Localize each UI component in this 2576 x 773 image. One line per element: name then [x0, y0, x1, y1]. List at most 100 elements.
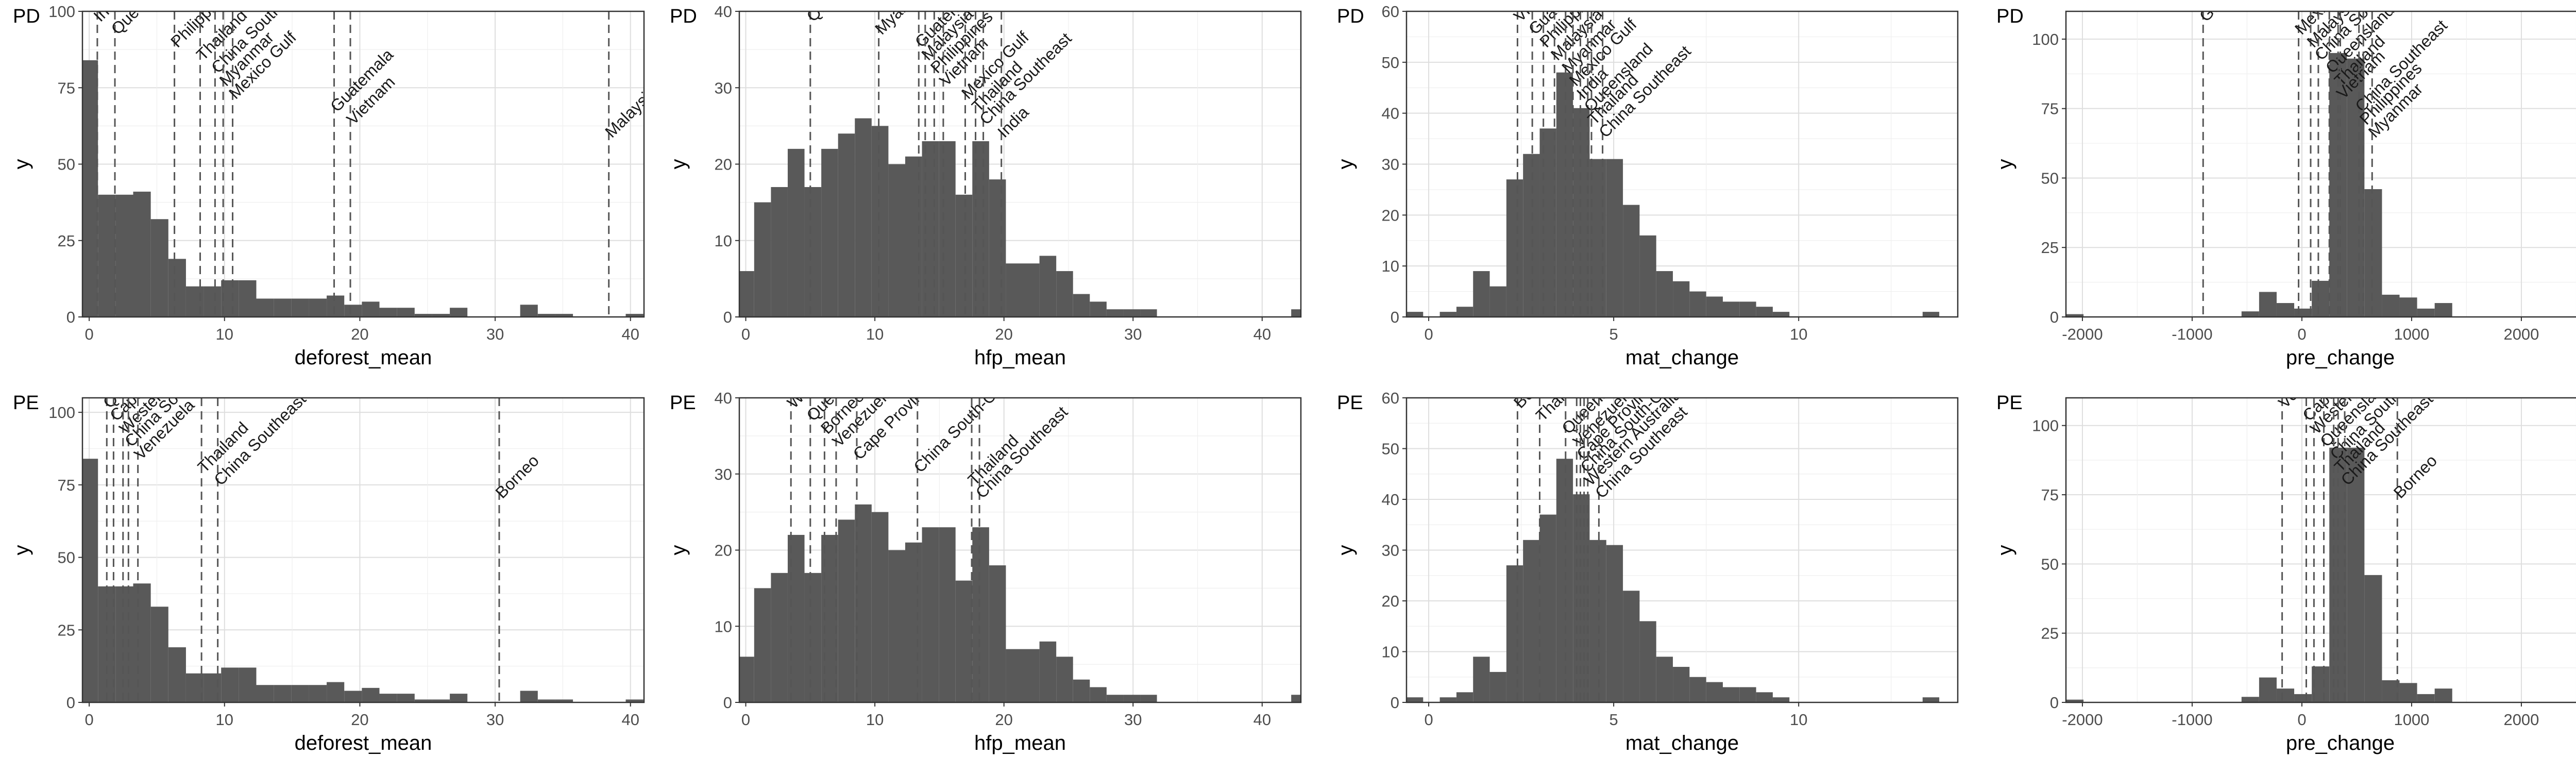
histogram-bar [787, 148, 805, 317]
y-tick-label: 40 [715, 389, 732, 407]
histogram-bar [1106, 695, 1124, 702]
histogram-bar [1606, 545, 1623, 702]
y-tick-label: 30 [1382, 156, 1399, 174]
x-axis-title: pre_change [2286, 732, 2395, 754]
histogram-bar [221, 667, 239, 702]
histogram-bar [855, 504, 872, 702]
x-axis-title: deforest_mean [295, 346, 432, 369]
histogram-bar [2241, 311, 2259, 317]
bars [82, 60, 643, 317]
histogram-bar [1772, 312, 1790, 317]
panel-pd_pre: GuatemalaMexico GulfMalaysiaChina South-… [1994, 6, 2576, 369]
histogram-bar [972, 527, 989, 702]
x-tick-label: 0 [1424, 711, 1433, 729]
histogram-bar [2347, 447, 2365, 702]
histogram-bar [989, 565, 1006, 702]
panel-row-label: PE [13, 392, 39, 414]
x-tick-label: 40 [621, 325, 639, 343]
x-tick-label: 20 [995, 711, 1012, 729]
histogram-bar [939, 527, 956, 702]
histogram-bar [2259, 292, 2277, 317]
histogram-bar [239, 280, 257, 317]
x-tick-label: 2000 [2503, 325, 2539, 343]
histogram-bar [2276, 688, 2295, 702]
histogram-bar [1623, 205, 1640, 317]
x-tick-label: 40 [1253, 711, 1271, 729]
histogram-bar [520, 305, 538, 317]
histogram-bar [133, 583, 151, 702]
histogram-bar [1439, 312, 1456, 317]
histogram-bar [432, 314, 450, 317]
histogram-bar [955, 194, 973, 317]
histogram-bar [1106, 309, 1124, 317]
histogram-bar [1772, 697, 1790, 702]
y-axis-title: y [1334, 545, 1357, 556]
histogram-bar [1123, 309, 1141, 317]
histogram-bar [1006, 649, 1023, 702]
histogram-bar [771, 187, 788, 317]
x-tick-label: 40 [621, 711, 639, 729]
histogram-bar [1623, 591, 1640, 702]
histogram-bar [2066, 699, 2084, 702]
y-tick-label: 20 [715, 156, 732, 174]
y-tick-label: 30 [1382, 542, 1399, 560]
histogram-bar [905, 156, 922, 317]
y-tick-label: 0 [2050, 308, 2059, 326]
histogram-bar [1406, 697, 1423, 702]
histogram-bar [1606, 159, 1623, 317]
histogram-bar [1291, 695, 1301, 702]
bars [1406, 72, 1940, 317]
y-tick-label: 25 [2041, 239, 2059, 257]
x-tick-label: 0 [1424, 325, 1433, 343]
histogram-bar [939, 141, 956, 317]
histogram-bar [2259, 677, 2277, 702]
histogram-bar [82, 459, 98, 702]
histogram-bar [150, 219, 168, 317]
y-tick-label: 10 [1382, 643, 1399, 661]
histogram-bar [1406, 312, 1423, 317]
panel-row-label: PD [670, 6, 697, 27]
histogram-bar [1056, 271, 1073, 317]
histogram-bar [344, 691, 362, 702]
x-tick-label: 20 [351, 711, 368, 729]
histogram-bar [625, 699, 643, 702]
histogram-bar [1123, 695, 1141, 702]
x-tick-label: 40 [1253, 325, 1271, 343]
histogram-bar [150, 607, 168, 702]
histogram-bar [922, 527, 939, 702]
histogram-bar [1922, 697, 1940, 702]
histogram-bar [256, 298, 274, 317]
histogram-bar [1656, 271, 1673, 317]
x-tick-label: 0 [2297, 711, 2306, 729]
x-tick-label: 30 [1124, 711, 1142, 729]
panel-pd_mat: VietnamGuatemalaPhilippinesMalaysiaMyanm… [1334, 3, 1959, 369]
histogram-bar [397, 694, 415, 702]
y-tick-label: 0 [723, 308, 732, 326]
histogram-bar [804, 187, 822, 317]
histogram-bar [555, 314, 573, 317]
histogram-bar [1489, 671, 1506, 702]
x-axis-title: deforest_mean [295, 732, 432, 754]
y-tick-label: 20 [1382, 206, 1399, 224]
x-axis-title: hfp_mean [974, 732, 1066, 754]
histogram-bar [1756, 307, 1773, 317]
histogram-bar [327, 682, 345, 702]
y-tick-label: 20 [715, 542, 732, 560]
x-axis-title: mat_change [1625, 346, 1739, 369]
histogram-bar [1689, 677, 1706, 702]
x-tick-label: 10 [866, 711, 884, 729]
y-axis-title: y [10, 159, 33, 170]
histogram-bar [274, 685, 292, 702]
histogram-bar [1739, 687, 1756, 702]
x-tick-label: 2000 [2503, 711, 2539, 729]
y-tick-label: 100 [48, 3, 75, 21]
histogram-bar [2241, 697, 2259, 702]
histogram-bar [82, 60, 98, 317]
histogram-bar [1639, 621, 1656, 702]
x-axis-title: mat_change [1625, 732, 1739, 754]
y-axis-title: y [667, 159, 690, 170]
y-tick-label: 40 [1382, 105, 1399, 123]
bars [1406, 459, 1940, 702]
histogram-bar [1673, 667, 1690, 702]
y-axis-title: y [667, 545, 690, 556]
